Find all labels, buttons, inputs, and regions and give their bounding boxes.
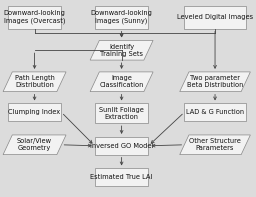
Polygon shape <box>180 135 250 155</box>
Text: Solar/View
Geometry: Solar/View Geometry <box>17 138 52 151</box>
Bar <box>95 168 148 186</box>
Bar <box>8 6 61 29</box>
Bar <box>95 103 148 123</box>
Bar <box>95 6 148 29</box>
Bar <box>8 103 61 121</box>
Text: Other Structure
Parameters: Other Structure Parameters <box>189 138 241 151</box>
Bar <box>184 103 246 121</box>
Polygon shape <box>90 40 153 60</box>
Bar <box>95 137 148 155</box>
Text: Identify
Training Sets: Identify Training Sets <box>100 44 143 57</box>
Text: Downward-looking
Images (Sunny): Downward-looking Images (Sunny) <box>91 10 153 24</box>
Text: Inversed GO Model: Inversed GO Model <box>90 143 153 149</box>
Text: Estimated True LAI: Estimated True LAI <box>90 174 153 180</box>
Bar <box>184 6 246 29</box>
Polygon shape <box>180 72 250 92</box>
Text: Path Length
Distribution: Path Length Distribution <box>15 75 55 88</box>
Text: Sunlit Foliage
Extraction: Sunlit Foliage Extraction <box>99 107 144 120</box>
Text: Two parameter
Beta Distribution: Two parameter Beta Distribution <box>187 75 243 88</box>
Text: Downward-looking
Images (Overcast): Downward-looking Images (Overcast) <box>4 10 66 24</box>
Text: LAD & G Function: LAD & G Function <box>186 109 244 115</box>
Text: Clumping Index: Clumping Index <box>8 109 61 115</box>
Polygon shape <box>3 72 66 92</box>
Polygon shape <box>3 135 66 155</box>
Text: Image
Classification: Image Classification <box>99 75 144 88</box>
Text: Leveled Digital Images: Leveled Digital Images <box>177 14 253 20</box>
Polygon shape <box>90 72 153 92</box>
